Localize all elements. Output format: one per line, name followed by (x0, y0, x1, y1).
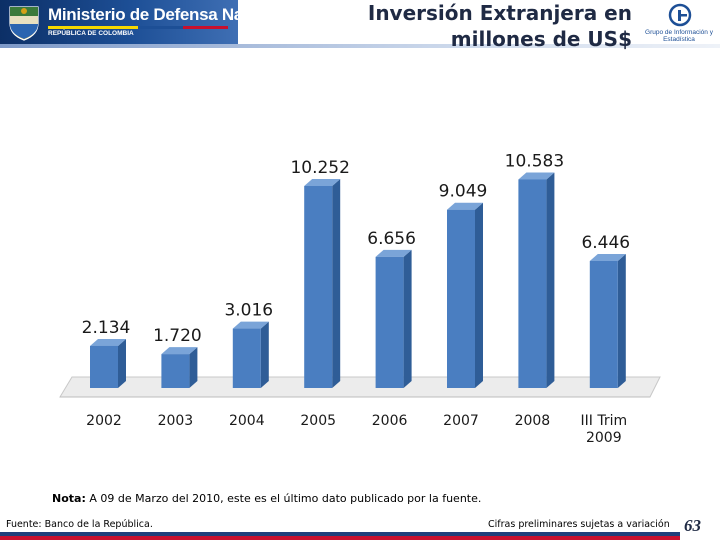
bar-2003 (161, 347, 198, 388)
tick-label-2005: 2005 (300, 413, 336, 429)
tick-label-2008: 2008 (515, 413, 551, 429)
value-label-2005: 10.252 (290, 158, 349, 178)
slide-title-line1: Inversión Extranjera en (367, 1, 632, 25)
footer-stripe (0, 536, 680, 540)
tick-label-2004: 2004 (229, 413, 265, 429)
value-label-2004: 3.016 (224, 301, 273, 321)
bar-iii-trim-2009 (589, 253, 626, 388)
chart-floor (59, 376, 661, 398)
note-label: Nota: (52, 492, 86, 505)
tick-label-2006: 2006 (372, 413, 408, 429)
header-band: Ministerio de Defensa Nacional REPÚBLICA… (0, 0, 720, 51)
value-label-2003: 1.720 (153, 326, 202, 346)
value-label-2007: 9.049 (439, 182, 488, 202)
coat-of-arms-icon (9, 6, 39, 41)
tick-label-2003: 2003 (158, 413, 194, 429)
note: Nota: A 09 de Marzo del 2010, este es el… (52, 492, 481, 505)
value-label-2008: 10.583 (505, 151, 564, 171)
source-text: Fuente: Banco de la República. (6, 519, 153, 530)
value-label-iii-trim-2009: 6.446 (581, 233, 630, 253)
slide-title-line2: millones de US$ (450, 27, 632, 51)
bar-2006 (375, 249, 412, 388)
bar-2008 (518, 172, 555, 388)
slide-title: Inversión Extranjera en millones de US$ (368, 0, 632, 52)
preliminary-note: Cifras preliminares sujetas a variación (488, 519, 670, 530)
bar-2004 (232, 321, 269, 388)
ministry-name: Ministerio de Defensa Nacional (48, 5, 291, 24)
bar-2005 (304, 179, 341, 388)
republic-label: REPÚBLICA DE COLOMBIA (48, 30, 134, 37)
header-divider (0, 44, 720, 48)
gi-logo-icon (668, 3, 692, 27)
flag-stripe (48, 26, 228, 29)
page-number: 63 (684, 516, 701, 535)
value-label-2006: 6.656 (367, 229, 416, 249)
tick-label-2007: 2007 (443, 413, 479, 429)
bar-2002 (90, 338, 126, 388)
bar-2007 (447, 202, 483, 388)
note-text: A 09 de Marzo del 2010, este es el últim… (85, 492, 482, 505)
tick-label-2002: 2002 (86, 413, 122, 429)
tick-label-iii-trim-2009: III Trim 2009 (580, 413, 627, 446)
group-name: Grupo de Información y Estadística (645, 29, 713, 43)
ministry-banner (0, 0, 238, 44)
value-label-2002: 2.134 (82, 318, 131, 338)
